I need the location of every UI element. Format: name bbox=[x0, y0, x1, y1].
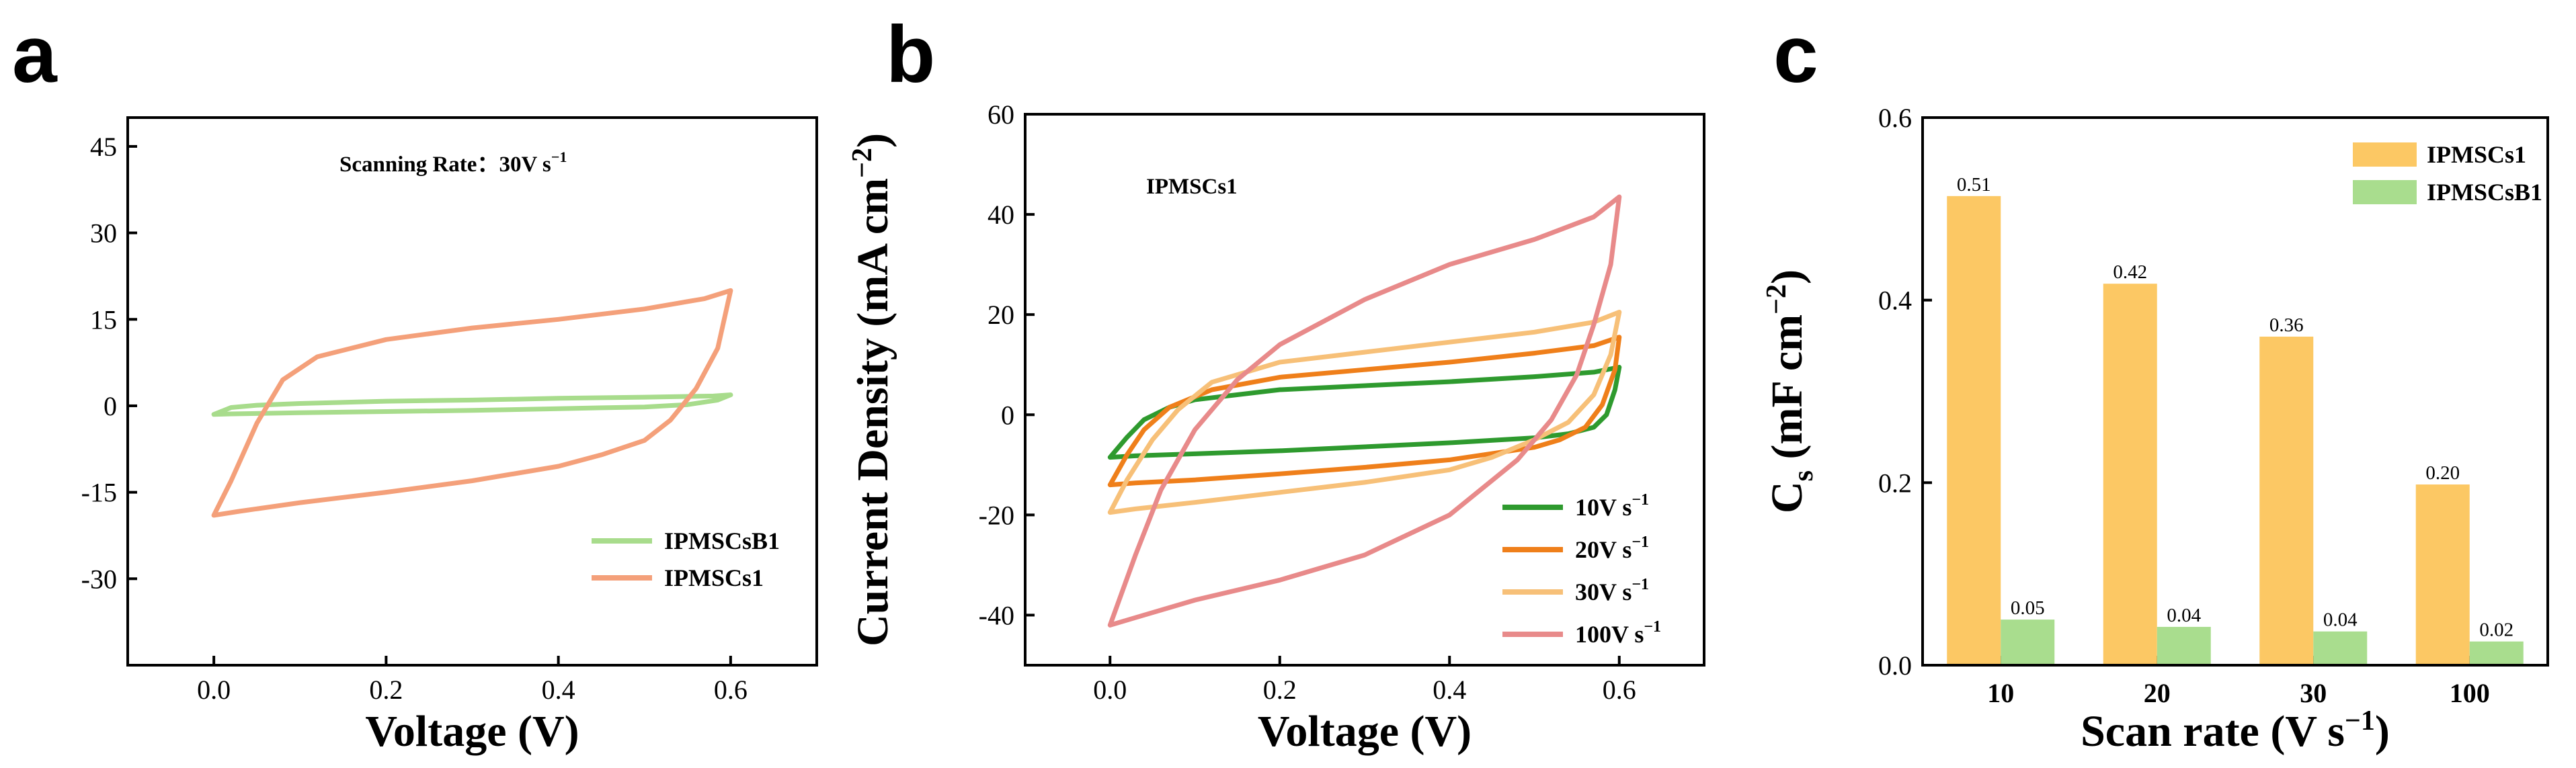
panel-c-chart: 0.0 0.2 0.4 0.6 10 0.51 0.05 20 0.42 0.04 30 0.36 0.… bbox=[1761, 103, 2549, 756]
panel-c-y-tick-label: 0.4 bbox=[1878, 286, 1912, 316]
panel-a-x-tick-label: 0.2 bbox=[369, 675, 403, 705]
panel-a-letter: a bbox=[12, 9, 58, 99]
panel-b-annotation: IPMSCs1 bbox=[1146, 175, 1238, 199]
panel-c-x-tick-label: 20 bbox=[2144, 678, 2171, 708]
panel-b-legend-label: 20V s−1 bbox=[1575, 534, 1649, 563]
panel-a-y-tick-label: -30 bbox=[81, 564, 117, 594]
panel-a-x-tick-label: 0.6 bbox=[714, 675, 748, 705]
panel-c-x-tick-label: 100 bbox=[2450, 678, 2490, 708]
panel-a-y-tick-label: -15 bbox=[81, 478, 117, 508]
panel-a-series-0-cv-loop bbox=[211, 392, 733, 417]
panel-c-letter: c bbox=[1773, 9, 1818, 99]
panel-a-y-tick-label: 45 bbox=[90, 132, 117, 162]
panel-a-x-tick-label: 0.0 bbox=[197, 675, 231, 705]
panel-b-x-axis-title: Voltage (V) bbox=[1258, 707, 1472, 756]
panel-b-y-tick-label: -40 bbox=[979, 600, 1014, 630]
panel-b-chart: 0.0 0.2 0.4 0.6 -40 -20 0 20 40 60 10V s−1 20V s−1 3… bbox=[847, 99, 1705, 756]
panel-a-legend-label: IPMSCsB1 bbox=[664, 527, 780, 554]
panel-a-plot-frame bbox=[126, 116, 818, 667]
panel-c-bar-IPMSCs1-20 bbox=[2103, 284, 2157, 665]
panel-a-y-tick-label: 15 bbox=[90, 304, 117, 335]
panel-a-y-tick-label: 30 bbox=[90, 218, 117, 249]
panel-b-y-axis-title: Current Density (mA cm−2) bbox=[847, 133, 897, 646]
panel-a-legend-label: IPMSCs1 bbox=[664, 564, 764, 591]
panel-c-x-tick-label: 10 bbox=[1987, 678, 2014, 708]
panel-b-y-tick-label: 40 bbox=[988, 200, 1014, 230]
panel-b-legend-label: 30V s−1 bbox=[1575, 576, 1649, 605]
panel-a-x-tick-label: 0.4 bbox=[542, 675, 575, 705]
panel-c-legend-swatch bbox=[2353, 180, 2417, 204]
panel-c-legend-swatch bbox=[2353, 142, 2417, 167]
panel-c-legend-label: IPMSCsB1 bbox=[2427, 179, 2542, 206]
panel-b-plot-frame bbox=[1024, 113, 1705, 667]
panel-c-bar-label: 0.05 bbox=[2011, 597, 2045, 619]
panel-c-bar-IPMSCs1-10 bbox=[1947, 196, 2001, 666]
panel-c-y-tick-label: 0.2 bbox=[1878, 468, 1912, 498]
panel-a-y-tick-label: 0 bbox=[104, 391, 117, 421]
panel-a-annotation: Scanning Rate：30V s−1 bbox=[339, 148, 567, 177]
panel-b-y-tick-label: -20 bbox=[979, 500, 1014, 530]
panel-c-x-tick-label: 30 bbox=[2300, 678, 2327, 708]
panel-b-series-3-cv-loop bbox=[1107, 194, 1622, 628]
panel-c-plot-frame bbox=[1921, 116, 2549, 667]
panel-c-y-tick-label: 0.6 bbox=[1878, 103, 1912, 133]
panel-b-y-tick-label: 20 bbox=[988, 300, 1014, 330]
panel-c-x-axis-title: Scan rate (V s−1) bbox=[2081, 706, 2390, 756]
panel-c-bar-IPMSCs1-30 bbox=[2259, 337, 2314, 665]
panel-c-bar-IPMSCs1-100 bbox=[2415, 484, 2470, 665]
panel-c-bar-label: 0.02 bbox=[2479, 620, 2513, 641]
panel-a-chart: 0.0 0.2 0.4 0.6 -30 -15 0 15 30 45 IPMSCsB1 IPMSCs1… bbox=[81, 116, 818, 756]
panel-b-legend-label: 10V s−1 bbox=[1575, 491, 1649, 521]
panel-c-legend-label: IPMSCs1 bbox=[2427, 141, 2526, 168]
panel-c-bar-IPMSCsB1-10 bbox=[2001, 620, 2055, 665]
panel-b-series-1-cv-loop bbox=[1107, 335, 1622, 488]
panel-b-x-tick-label: 0.4 bbox=[1433, 675, 1466, 705]
panel-a-series-1-cv-loop bbox=[211, 288, 733, 518]
panel-b-x-tick-label: 0.6 bbox=[1603, 675, 1636, 705]
panel-c-bar-IPMSCsB1-20 bbox=[2157, 626, 2211, 665]
panel-c-bar-label: 0.04 bbox=[2167, 605, 2201, 626]
panel-b-series-2-cv-loop bbox=[1107, 310, 1622, 515]
panel-c-bar-label: 0.42 bbox=[2113, 261, 2147, 283]
panel-b-y-tick-label: 60 bbox=[988, 99, 1014, 130]
panel-b-x-tick-label: 0.2 bbox=[1263, 675, 1297, 705]
panel-c-bar-IPMSCsB1-100 bbox=[2469, 641, 2524, 665]
panel-c-bar-IPMSCsB1-30 bbox=[2313, 631, 2368, 665]
panel-c-bar-label: 0.36 bbox=[2269, 314, 2304, 336]
panel-c-bar-label: 0.04 bbox=[2323, 609, 2358, 631]
panel-b-letter: b bbox=[886, 9, 935, 99]
panel-c-y-tick-label: 0.0 bbox=[1878, 650, 1912, 681]
panel-c-bar-label: 0.51 bbox=[1957, 174, 1991, 196]
panel-c-y-axis-title: Cs (mF cm−2) bbox=[1761, 269, 1819, 513]
panel-b-y-tick-label: 0 bbox=[1001, 400, 1014, 430]
panel-b-legend-label: 100V s−1 bbox=[1575, 618, 1661, 648]
panel-b-x-tick-label: 0.0 bbox=[1093, 675, 1127, 705]
panel-a-x-axis-title: Voltage (V) bbox=[365, 707, 579, 756]
panel-c-bar-label: 0.20 bbox=[2425, 462, 2460, 484]
